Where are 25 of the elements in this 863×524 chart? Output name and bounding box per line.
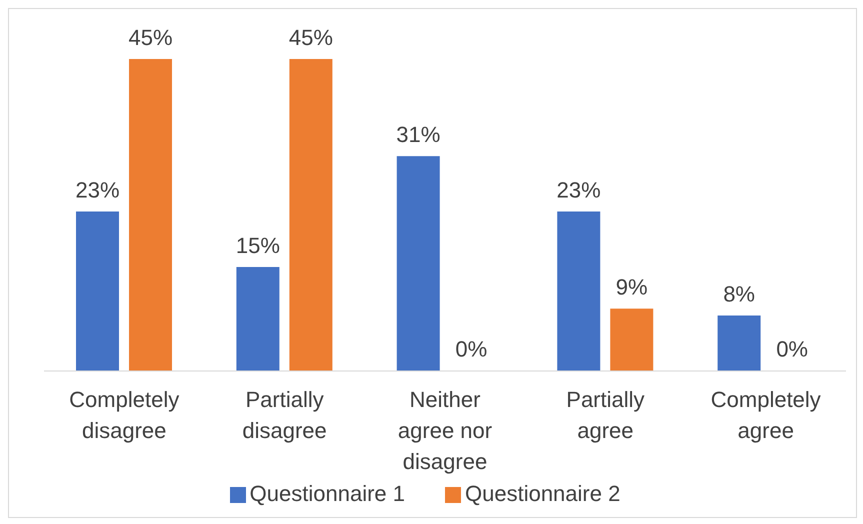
data-label: 23% [75, 178, 120, 203]
data-label: 15% [236, 233, 280, 258]
data-label: 0% [455, 336, 488, 362]
data-label: 45% [288, 25, 333, 50]
bar [289, 59, 332, 371]
x-tick-label: Partially disagree [242, 387, 327, 443]
data-label: 9% [616, 274, 648, 300]
bar [396, 156, 440, 371]
bar [557, 212, 600, 371]
bar [236, 267, 280, 371]
data-label: 0% [776, 336, 808, 362]
bar [718, 316, 761, 371]
data-label: 8% [723, 282, 755, 307]
legend-label: Questionnaire 2 [465, 481, 620, 506]
x-tick-label: Completely agree [710, 387, 821, 443]
x-tick-label: Neither agree nor disagree [398, 387, 492, 474]
x-tick-label: Partially agree [566, 387, 645, 443]
data-label: 45% [128, 25, 173, 50]
data-label: 23% [556, 178, 601, 203]
data-label: 31% [396, 122, 440, 148]
x-tick-label: Completely disagree [69, 387, 180, 443]
bar [610, 308, 654, 371]
bar [76, 212, 119, 371]
legend-label: Questionnaire 1 [250, 481, 405, 506]
bar [129, 59, 172, 371]
